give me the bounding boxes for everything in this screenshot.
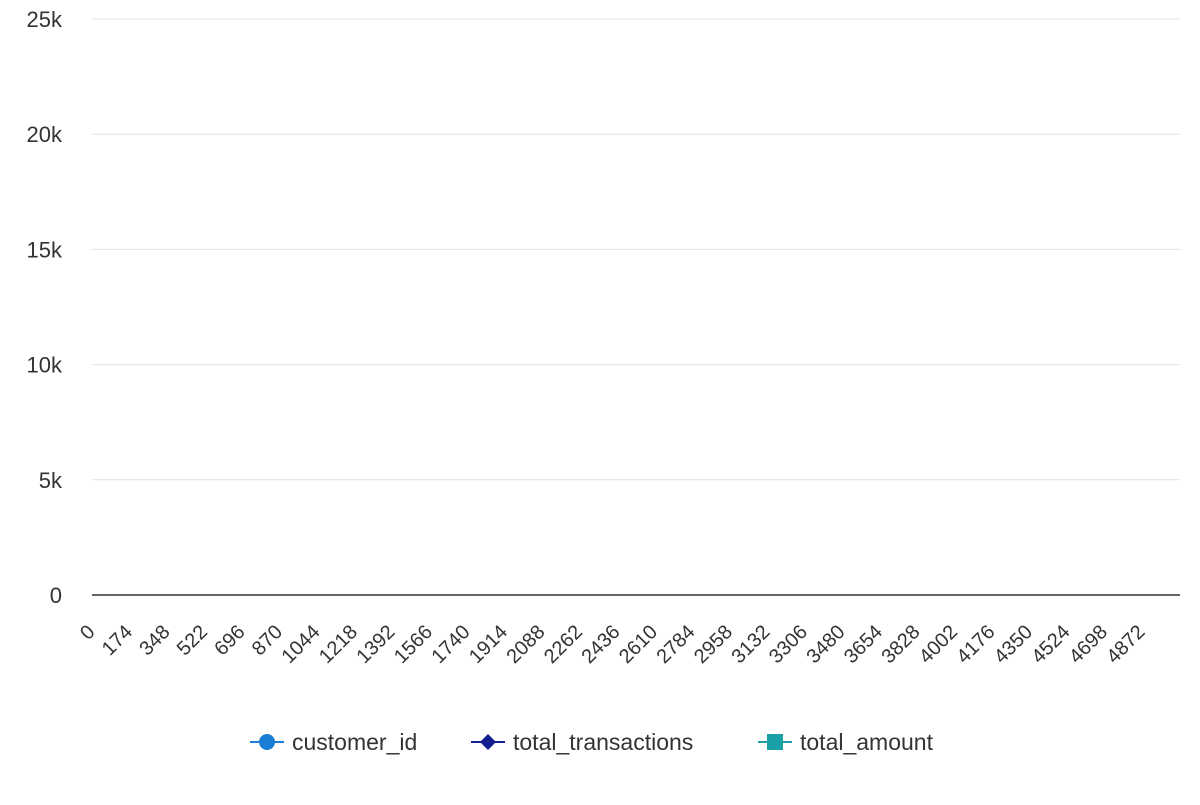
x-tick-label: 696 (210, 621, 249, 660)
legend-label: total_amount (800, 729, 934, 755)
x-tick-label: 4002 (915, 621, 962, 668)
y-tick-label: 20k (27, 122, 63, 147)
x-tick-label: 348 (135, 621, 174, 660)
x-tick-label: 2436 (578, 621, 625, 668)
x-tick-label: 4872 (1103, 621, 1150, 668)
x-tick-label: 4698 (1065, 621, 1112, 668)
x-tick-label: 4176 (953, 621, 1000, 668)
x-tick-label: 3306 (765, 621, 812, 668)
legend-item: total_amount (758, 729, 934, 755)
x-axis-labels: 0174348522696870104412181392156617401914… (76, 621, 1149, 668)
legend-marker-diamond (480, 734, 496, 750)
y-axis-labels: 0 5k 10k 15k 20k 25k (27, 7, 63, 608)
y-tick-label: 25k (27, 7, 63, 32)
y-tick-label: 15k (27, 237, 63, 262)
x-tick-label: 174 (98, 621, 137, 660)
x-tick-label: 2958 (690, 621, 737, 668)
legend-item: customer_id (250, 729, 417, 755)
x-tick-label: 2610 (615, 621, 662, 668)
x-tick-label: 2784 (653, 621, 700, 668)
x-tick-label: 3480 (803, 621, 850, 668)
x-tick-label: 1392 (353, 621, 400, 668)
y-tick-label: 10k (27, 353, 63, 378)
legend-marker-square (767, 734, 783, 750)
x-tick-label: 1218 (315, 621, 362, 668)
x-tick-label: 2088 (503, 621, 550, 668)
legend: customer_id total_transactions total_amoun… (250, 729, 934, 755)
x-tick-label: 1740 (428, 621, 475, 668)
y-gridlines (92, 18, 1180, 481)
x-tick-label: 1566 (390, 621, 437, 668)
legend-marker-circle (259, 734, 275, 750)
x-tick-label: 3828 (878, 621, 925, 668)
x-tick-label: 2262 (540, 621, 587, 668)
x-tick-label: 3132 (728, 621, 775, 668)
legend-label: total_transactions (513, 729, 693, 755)
x-tick-label: 3654 (840, 621, 887, 668)
x-tick-label: 4350 (990, 621, 1037, 668)
x-tick-label: 1044 (278, 621, 325, 668)
legend-item: total_transactions (471, 729, 693, 755)
x-tick-label: 522 (173, 621, 212, 660)
y-tick-label: 0 (50, 583, 62, 608)
y-tick-label: 5k (39, 468, 63, 493)
x-tick-label: 0 (76, 621, 99, 644)
x-tick-label: 4524 (1028, 621, 1075, 668)
x-tick-label: 1914 (465, 621, 512, 668)
legend-label: customer_id (292, 729, 417, 755)
